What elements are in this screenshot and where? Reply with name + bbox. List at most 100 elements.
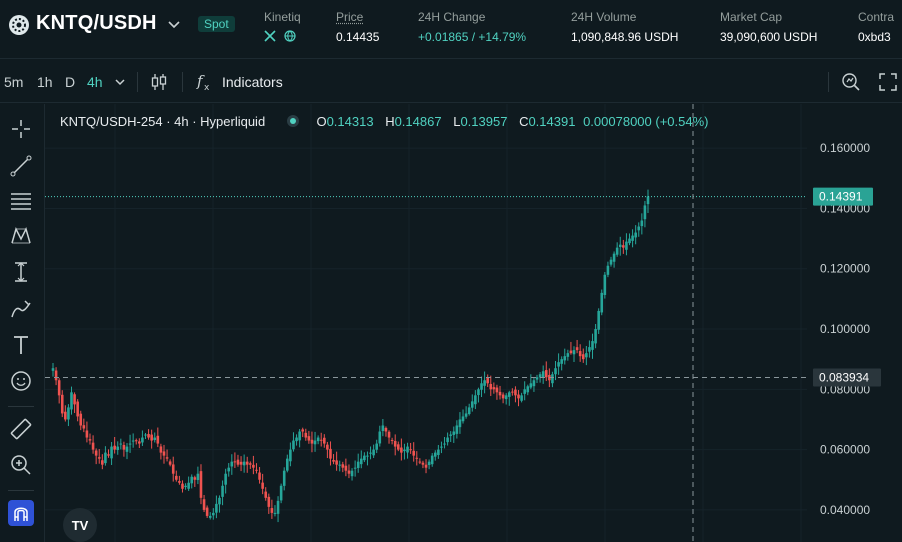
legend-high: 0.14867 <box>394 114 442 129</box>
candle-body <box>141 437 144 443</box>
timeframe-5m[interactable]: 5m <box>4 74 24 90</box>
legend-open: 0.14313 <box>326 114 374 129</box>
price-chart[interactable]: 0.160000 0.140000 0.120000 0.100000 0.080000… <box>45 104 902 542</box>
emoji-tool[interactable] <box>8 368 34 394</box>
candle-body <box>347 470 351 474</box>
candle-body <box>313 440 317 445</box>
candle-body <box>369 452 372 454</box>
candle-body <box>637 226 641 231</box>
candle-body <box>76 401 79 417</box>
candle-body <box>421 462 425 465</box>
stat-value[interactable]: 0xbd3 <box>858 30 891 44</box>
y-tick-label: 0.100000 <box>820 322 870 336</box>
candle-body <box>273 512 277 514</box>
candle-body <box>97 457 101 459</box>
stat-value: +0.01865 / +14.79% <box>418 30 527 44</box>
candle-body <box>332 459 335 462</box>
candle-body <box>307 436 311 441</box>
candle-body <box>618 244 622 248</box>
brush-tool[interactable] <box>8 296 34 322</box>
chart-canvas[interactable]: 0.1600000.1400000.1200000.1000000.080000… <box>45 104 902 542</box>
horizontal-lines-icon <box>11 193 31 210</box>
candle-body <box>184 485 187 488</box>
stat-label: Kinetiq <box>264 10 301 24</box>
candle-body <box>609 259 613 265</box>
measure-icon <box>15 262 27 282</box>
globe-icon[interactable] <box>284 30 296 42</box>
timeframe-4h[interactable]: 4h <box>87 74 103 90</box>
candle-body <box>612 253 616 262</box>
timeframe-1h[interactable]: 1h <box>37 74 53 90</box>
candle-body <box>486 377 489 384</box>
legend-o-label: O <box>316 114 327 129</box>
candle-body <box>461 416 465 422</box>
pattern-icon <box>11 226 31 244</box>
x-icon[interactable] <box>264 30 276 42</box>
candle-body <box>520 395 523 401</box>
stat-24h-volume: 24H Volume 1,090,848.96 USDH <box>571 10 678 44</box>
candle-body <box>57 380 61 396</box>
candle-body <box>424 464 428 468</box>
candle-body <box>418 461 422 463</box>
candles-icon[interactable] <box>148 71 170 93</box>
stat-label: Contra <box>858 10 895 24</box>
candle-body <box>403 449 406 452</box>
chevron-down-icon[interactable] <box>112 74 128 90</box>
pattern-tool[interactable] <box>8 223 34 249</box>
timeframe-d[interactable]: D <box>65 74 76 90</box>
tradingview-logo[interactable]: TV <box>63 508 97 542</box>
candle-body <box>372 449 375 456</box>
candle-body <box>175 475 178 480</box>
candle-body <box>344 465 348 471</box>
candle-body <box>236 459 240 465</box>
pair-selector[interactable]: KNTQ/USDH <box>36 12 157 34</box>
candle-body <box>440 446 443 448</box>
candle-body <box>292 440 295 450</box>
stat-label: 24H Volume <box>571 10 637 24</box>
crosshair-tool[interactable] <box>8 116 34 142</box>
candle-body <box>489 383 493 390</box>
candle-body <box>600 292 604 313</box>
candle-body <box>181 483 184 489</box>
candle-body <box>147 434 150 438</box>
legend-title: KNTQ/USDH-254 · 4h · Hyperliquid <box>60 114 266 129</box>
candle-body <box>495 387 499 393</box>
stat-label: 24H Change <box>418 10 486 24</box>
magnet-tool[interactable] <box>8 500 34 526</box>
candle-body <box>64 411 67 420</box>
y-tick-label: 0.160000 <box>820 141 870 155</box>
candle-body <box>541 371 545 378</box>
candle-body <box>107 454 110 456</box>
candle-body <box>249 463 252 465</box>
candle-body <box>643 205 647 220</box>
candle-body <box>409 449 412 451</box>
legend-close: 0.14391 <box>528 114 576 129</box>
indicators-button[interactable]: Indicators <box>222 74 283 90</box>
trendline-tool[interactable] <box>8 153 34 179</box>
candle-body <box>464 413 468 417</box>
candle-body <box>378 431 382 444</box>
candle-body <box>504 395 508 400</box>
candle-body <box>350 470 354 477</box>
fullscreen-icon[interactable] <box>877 71 899 93</box>
candle-body <box>446 437 449 443</box>
candle-body <box>301 429 305 432</box>
quick-search-icon[interactable] <box>840 71 862 93</box>
candle-body <box>597 310 600 330</box>
candle-body <box>393 440 397 447</box>
zoom-in-tool[interactable] <box>8 452 34 478</box>
candle-body <box>430 455 434 465</box>
candle-body <box>437 449 440 456</box>
ruler-tool[interactable] <box>8 416 34 442</box>
text-tool[interactable] <box>8 332 34 358</box>
last-price-tag <box>813 187 873 206</box>
candle-body <box>400 447 403 453</box>
stat-24h-change: 24H Change +0.01865 / +14.79% <box>418 10 526 44</box>
candle-body <box>359 458 363 465</box>
chevron-down-icon[interactable] <box>166 16 182 32</box>
horizontal-lines-tool[interactable] <box>8 187 34 213</box>
indicators-icon[interactable]: f x <box>194 71 216 93</box>
measure-tool[interactable] <box>8 259 34 285</box>
stat-contract: Contra 0xbd3 <box>858 10 894 44</box>
zoom-in-icon <box>11 455 31 475</box>
